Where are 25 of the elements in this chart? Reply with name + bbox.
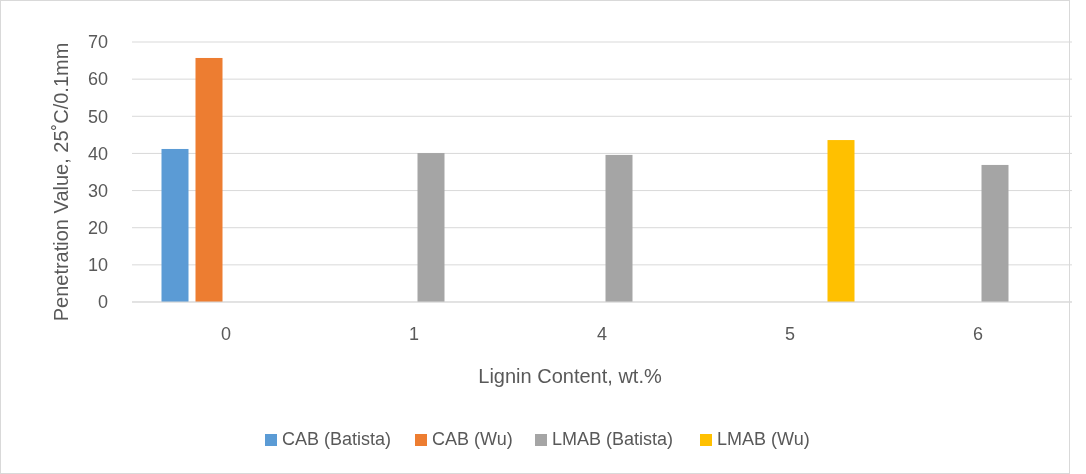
bar <box>827 140 855 302</box>
legend-label: LMAB (Batista) <box>552 429 674 449</box>
y-tick-label: 30 <box>87 180 108 201</box>
bar <box>605 154 633 302</box>
y-tick-label: 70 <box>87 32 108 53</box>
y-tick-label: 20 <box>87 218 108 239</box>
y-tick-label: 10 <box>87 255 108 276</box>
bar <box>195 57 223 302</box>
y-tick-label: 0 <box>97 292 108 313</box>
legend-label: LMAB (Wu) <box>717 429 810 449</box>
bar <box>161 148 189 302</box>
bar <box>981 164 1009 302</box>
y-tick-label: 40 <box>87 143 108 164</box>
x-axis-title: Lignin Content, wt.% <box>478 365 662 387</box>
x-tick-label: 4 <box>596 324 608 344</box>
x-tick-label: 0 <box>220 324 232 344</box>
y-tick-label: 60 <box>87 69 108 90</box>
x-tick-label: 5 <box>784 324 796 344</box>
bar <box>417 153 445 302</box>
y-tick-label: 50 <box>87 106 108 127</box>
x-tick-label: 1 <box>408 324 420 344</box>
y-axis-title: Penetration Value, 25˚C/0.1mm <box>50 42 72 322</box>
x-tick-label: 6 <box>972 324 984 344</box>
legend-label: CAB (Wu) <box>432 429 513 449</box>
legend-label: CAB (Batista) <box>282 429 392 449</box>
